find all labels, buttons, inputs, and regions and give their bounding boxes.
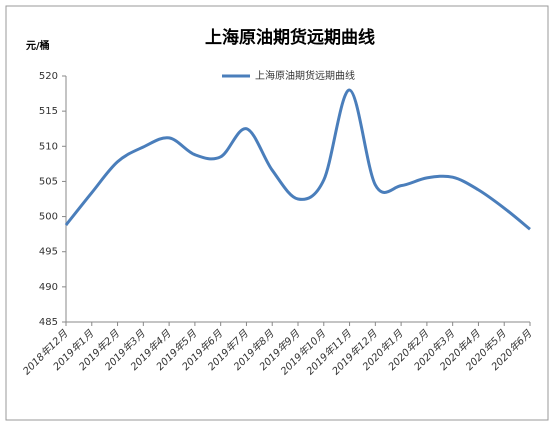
y-tick-label: 515 — [39, 106, 58, 117]
y-tick-label: 510 — [39, 141, 58, 152]
y-tick-label: 495 — [39, 247, 58, 258]
legend-label: 上海原油期货远期曲线 — [255, 69, 355, 82]
y-tick-label: 490 — [39, 282, 58, 293]
y-tick-label: 485 — [39, 317, 58, 328]
y-tick-label: 505 — [39, 176, 58, 187]
frame — [5, 5, 549, 421]
line-series — [64, 88, 531, 231]
chart-title: 上海原油期货远期曲线 — [205, 27, 375, 48]
y-axis-label: 元/桶 — [26, 39, 50, 52]
y-tick-label: 520 — [39, 71, 58, 82]
y-tick-label: 500 — [39, 212, 58, 223]
